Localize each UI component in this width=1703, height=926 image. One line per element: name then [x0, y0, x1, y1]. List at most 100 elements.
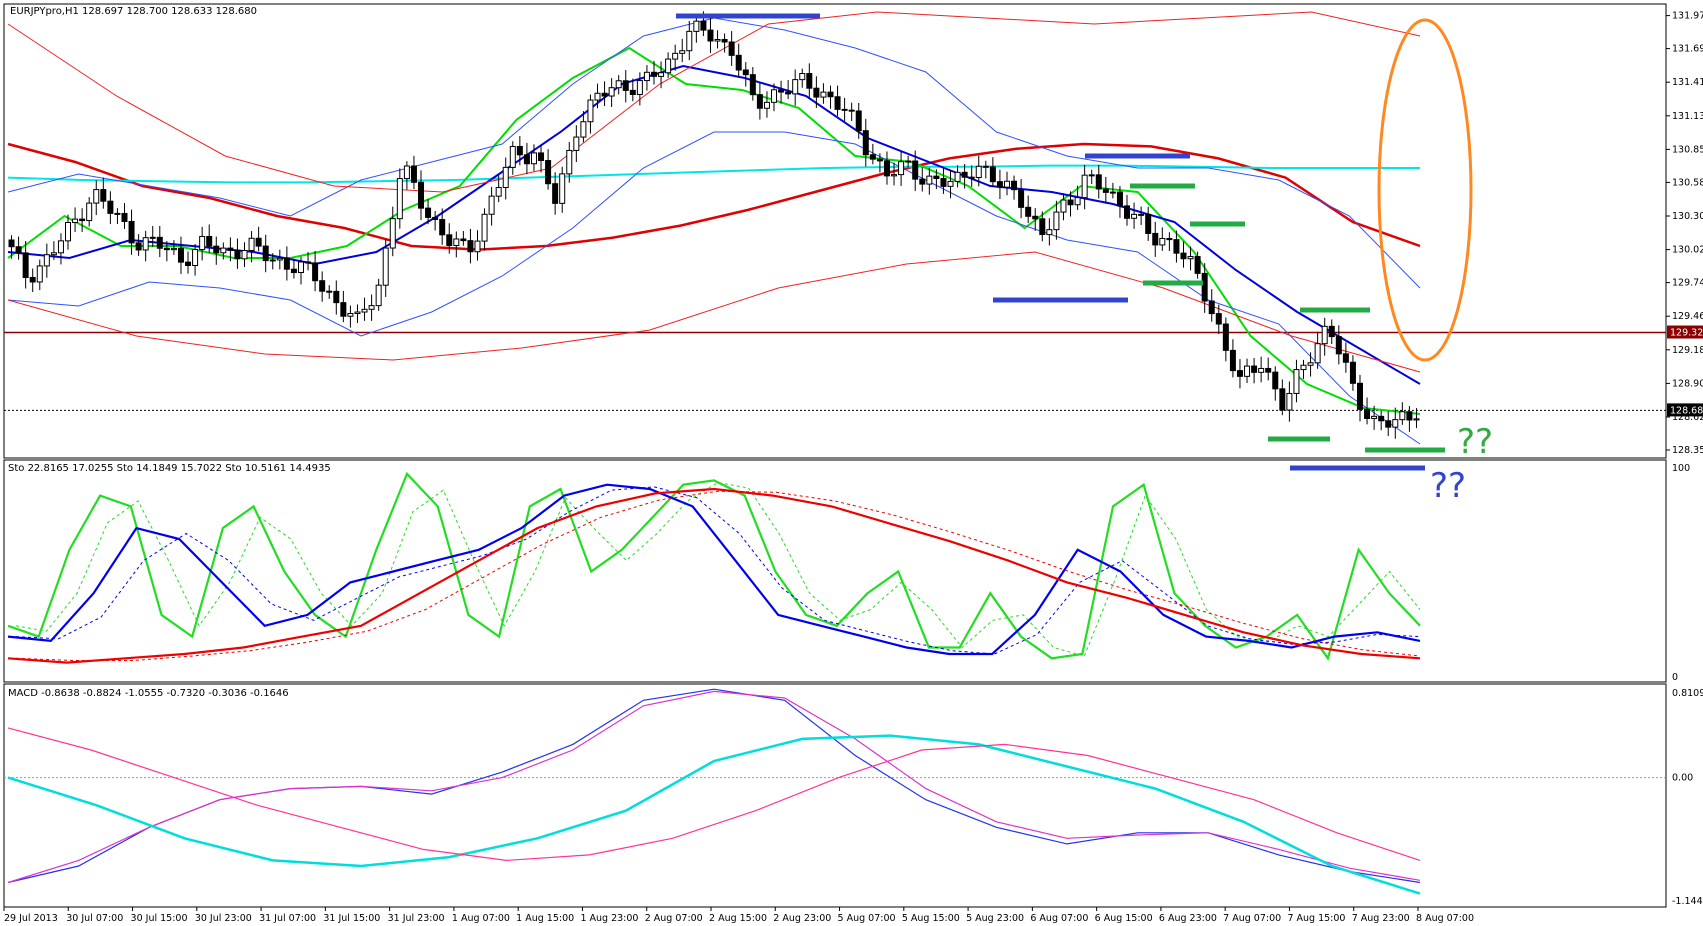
indicator-bollinger-red-upper	[7, 11, 1421, 193]
candle	[1046, 218, 1053, 246]
candle-body	[1413, 418, 1420, 421]
macd-series-macd-pink	[7, 727, 1421, 862]
candle	[241, 242, 248, 268]
candle-body	[940, 178, 947, 187]
candle-body	[693, 20, 700, 32]
y-tick-label: 131.695	[1672, 44, 1703, 55]
candle-body	[1342, 353, 1349, 363]
candle-body	[898, 161, 905, 176]
candle	[29, 268, 36, 292]
x-tick-label: 1 Aug 15:00	[516, 913, 574, 924]
candle	[382, 239, 389, 298]
candle	[290, 258, 297, 279]
candle	[580, 111, 587, 143]
candle	[855, 102, 862, 139]
y-tick-label: 129.185	[1672, 345, 1703, 356]
y-tick-label: 131.970	[1672, 11, 1703, 22]
candle-body	[1032, 215, 1039, 220]
candle	[587, 94, 594, 134]
candle-body	[1011, 180, 1018, 191]
candle-body	[248, 237, 255, 252]
candle	[947, 169, 954, 199]
candle	[1364, 397, 1371, 425]
candle	[375, 278, 382, 311]
candle-body	[658, 72, 665, 77]
stochastic-series-red-sto-slow	[7, 487, 1421, 664]
candle	[1265, 357, 1272, 381]
candle	[1229, 339, 1236, 378]
candle	[368, 294, 375, 321]
candle-body	[347, 313, 354, 317]
candle-body	[185, 261, 192, 267]
candle	[100, 177, 107, 209]
candle-body	[403, 165, 410, 180]
stochastic-signal-blue-sto	[15, 486, 1421, 655]
candle-body	[312, 262, 319, 282]
candle-body	[1173, 239, 1180, 254]
candle-body	[425, 207, 432, 218]
candle	[982, 160, 989, 179]
candle-body	[50, 252, 57, 256]
x-tick-label: 30 Jul 23:00	[195, 913, 252, 924]
candle	[220, 242, 227, 260]
candle	[319, 271, 326, 302]
candle	[636, 72, 643, 106]
candle	[1236, 359, 1243, 389]
candle-body	[749, 74, 756, 96]
candle-body	[156, 236, 163, 249]
candle	[693, 16, 700, 43]
candle	[792, 69, 799, 106]
candle	[79, 208, 86, 232]
candle-body	[982, 165, 989, 168]
candle	[170, 240, 177, 255]
candle	[1244, 358, 1251, 384]
candle-body	[933, 175, 940, 180]
candle-body	[629, 89, 636, 95]
candle-body	[1215, 313, 1222, 325]
candle	[1011, 175, 1018, 200]
candle-body	[86, 202, 93, 222]
candle-body	[319, 280, 326, 292]
y-tick-label: 131.415	[1672, 77, 1703, 88]
candle-body	[622, 80, 629, 91]
candle	[50, 241, 57, 260]
candle	[297, 256, 304, 285]
candle	[650, 60, 657, 85]
candle	[156, 225, 163, 258]
main-header: EURJPYpro,H1 128.697 128.700 128.633 128…	[10, 6, 257, 17]
candle-body	[778, 89, 785, 93]
candle-body	[516, 145, 523, 156]
candle-body	[213, 245, 220, 254]
candle	[36, 259, 43, 291]
candle	[340, 290, 347, 323]
annotations: ?? ??	[676, 13, 1493, 506]
candle-body	[269, 259, 276, 262]
candle	[1194, 251, 1201, 279]
stochastic-series-blue-sto	[7, 483, 1421, 656]
y-tick-label: 129.745	[1672, 278, 1703, 289]
candle-body	[707, 29, 714, 42]
candle-body	[530, 152, 537, 165]
macd-tick-label: 0.00	[1672, 773, 1693, 784]
candle	[121, 203, 128, 229]
candle-body	[735, 54, 742, 71]
candle-body	[1258, 367, 1265, 373]
candle	[439, 208, 446, 245]
candle-body	[869, 154, 876, 160]
candle	[425, 199, 432, 225]
candle-body	[262, 245, 269, 262]
candle-body	[1095, 174, 1102, 190]
candle	[43, 243, 50, 278]
x-tick-label: 7 Aug 07:00	[1223, 913, 1281, 924]
candle	[686, 20, 693, 61]
candle	[742, 62, 749, 87]
candle-body	[1180, 252, 1187, 260]
candle	[919, 167, 926, 192]
candle	[326, 285, 333, 299]
candle-body	[474, 240, 481, 253]
candle-body	[763, 101, 770, 109]
candle-body	[57, 240, 64, 254]
candle-body	[1166, 237, 1173, 241]
y-tick-label: 128.350	[1672, 445, 1703, 456]
